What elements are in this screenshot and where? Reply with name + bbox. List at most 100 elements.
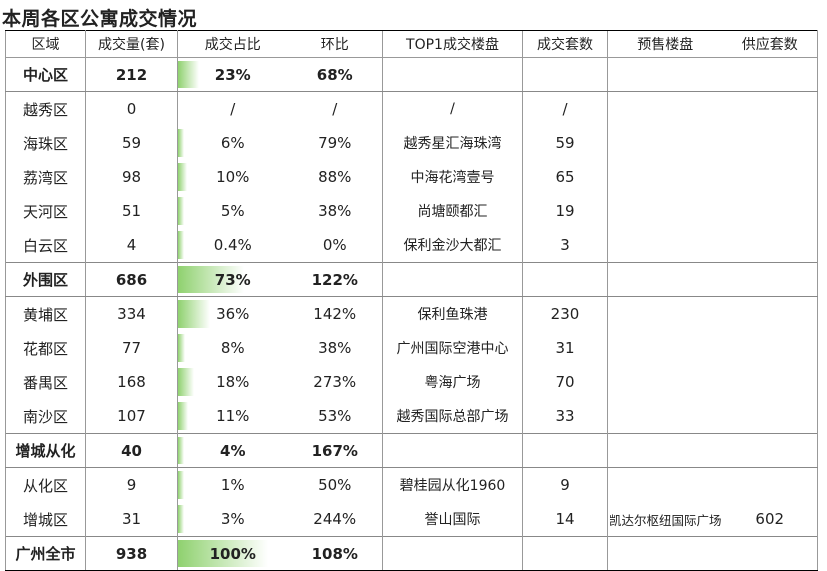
- region-cell: 白云区: [5, 228, 86, 263]
- table-row: 从化区 9 1% 50% 碧桂园从化1960 9: [5, 467, 818, 503]
- region-cell: 从化区: [5, 467, 86, 502]
- volume-cell: 40: [85, 433, 178, 468]
- top1-units-cell: [522, 433, 608, 468]
- mom-cell: 108%: [287, 536, 383, 571]
- supply-cell: [722, 228, 818, 263]
- header-presale: 预售楼盘: [607, 30, 723, 58]
- share-cell: 100%: [177, 536, 288, 571]
- mom-cell: 167%: [287, 433, 383, 468]
- table-row: 天河区 51 5% 38% 尚塘颐都汇 19: [5, 194, 818, 228]
- mom-cell: 68%: [287, 57, 383, 92]
- top1-units-cell: [522, 536, 608, 571]
- top1-units-cell: [522, 57, 608, 92]
- mom-cell: 50%: [318, 476, 352, 494]
- supply-cell: [722, 296, 818, 331]
- volume-cell: 938: [85, 536, 178, 571]
- share-bar: [178, 402, 188, 430]
- apartment-sales-table: 区域 成交量(套) 成交占比 环比 TOP1成交楼盘 成交套数 预售楼盘 供应套…: [5, 30, 818, 571]
- top1-units-cell: 230: [522, 296, 608, 331]
- volume-cell: 77: [85, 331, 178, 365]
- page-title: 本周各区公寓成交情况: [2, 8, 198, 30]
- supply-cell: [722, 467, 818, 502]
- table-row: 番禺区 168 18% 273% 粤海广场 70: [5, 365, 818, 399]
- supply-cell: [722, 126, 818, 160]
- mom-cell: /: [332, 100, 338, 118]
- top1-cell: 尚塘颐都汇: [382, 194, 523, 228]
- presale-cell: [607, 536, 723, 571]
- top1-cell: 碧桂园从化1960: [382, 467, 523, 502]
- top1-cell: 中海花湾壹号: [382, 160, 523, 194]
- region-cell: 增城从化: [5, 433, 86, 468]
- presale-cell: [607, 399, 723, 434]
- region-cell: 外围区: [5, 262, 86, 297]
- region-cell: 增城区: [5, 502, 86, 537]
- share-cell: 10%: [178, 160, 288, 194]
- table-row: 花都区 77 8% 38% 广州国际空港中心 31: [5, 331, 818, 365]
- mom-cell: 79%: [318, 134, 352, 152]
- share-cell: 11%: [178, 399, 288, 434]
- volume-cell: 98: [85, 160, 178, 194]
- share-bar: [178, 266, 244, 293]
- presale-cell: [607, 57, 723, 92]
- region-cell: 广州全市: [5, 536, 86, 571]
- top1-units-cell: 65: [522, 160, 608, 194]
- volume-cell: 9: [85, 467, 178, 502]
- presale-cell: [607, 160, 723, 194]
- mom-cell: 244%: [313, 510, 357, 528]
- share-value: 4%: [220, 441, 246, 460]
- share-bar: [178, 163, 187, 191]
- mom-cell: 38%: [318, 339, 352, 357]
- top1-units-cell: /: [522, 91, 608, 126]
- volume-cell: 686: [85, 262, 178, 297]
- region-cell: 中心区: [5, 57, 86, 92]
- presale-cell: [607, 91, 723, 126]
- presale-cell: 凯达尔枢纽国际广场: [607, 502, 723, 537]
- share-bar: [178, 231, 184, 259]
- presale-cell: [607, 126, 723, 160]
- mom-cell: 273%: [313, 373, 357, 391]
- header-share: 成交占比: [177, 30, 288, 58]
- group-row: 广州全市 938 100% 108%: [5, 536, 818, 571]
- share-value: 6%: [220, 134, 245, 152]
- mom-cell: 38%: [318, 202, 352, 220]
- header-supply: 供应套数: [722, 30, 818, 58]
- share-bar: [178, 300, 211, 328]
- share-cell: /: [178, 92, 288, 127]
- group-row: 增城从化 40 4% 167%: [5, 433, 818, 468]
- top1-units-cell: 70: [522, 365, 608, 399]
- header-mom: 环比: [287, 30, 383, 58]
- supply-cell: [722, 194, 818, 228]
- volume-cell: 51: [85, 194, 178, 228]
- top1-units-cell: [522, 262, 608, 297]
- mom-cell: 122%: [287, 262, 383, 297]
- region-cell: 黄埔区: [5, 296, 86, 331]
- share-value: 10%: [216, 168, 250, 186]
- group-row: 中心区 212 23% 68%: [5, 57, 818, 92]
- presale-cell: [607, 433, 723, 468]
- region-cell: 海珠区: [5, 126, 86, 160]
- supply-cell: [722, 365, 818, 399]
- mom-cell: 0%: [322, 236, 347, 254]
- header-top1-units: 成交套数: [522, 30, 608, 58]
- presale-cell: [607, 228, 723, 263]
- top1-cell: /: [382, 91, 523, 126]
- presale-cell: [607, 194, 723, 228]
- share-cell: 1%: [178, 468, 288, 503]
- share-value: 73%: [214, 270, 251, 289]
- top1-units-cell: 14: [522, 502, 608, 537]
- volume-cell: 0: [85, 91, 178, 126]
- top1-units-cell: 59: [522, 126, 608, 160]
- presale-cell: [607, 365, 723, 399]
- supply-cell: 602: [722, 502, 818, 537]
- share-value: 3%: [220, 510, 245, 528]
- supply-cell: [722, 160, 818, 194]
- share-cell: 3%: [178, 502, 288, 537]
- share-cell: 4%: [177, 433, 288, 468]
- share-value: 0.4%: [213, 236, 252, 254]
- presale-cell: [607, 331, 723, 365]
- share-value: 23%: [214, 65, 251, 84]
- volume-cell: 4: [85, 228, 178, 263]
- table-row: 南沙区 107 11% 53% 越秀国际总部广场 33: [5, 399, 818, 434]
- top1-units-cell: 9: [522, 467, 608, 502]
- top1-units-cell: 33: [522, 399, 608, 434]
